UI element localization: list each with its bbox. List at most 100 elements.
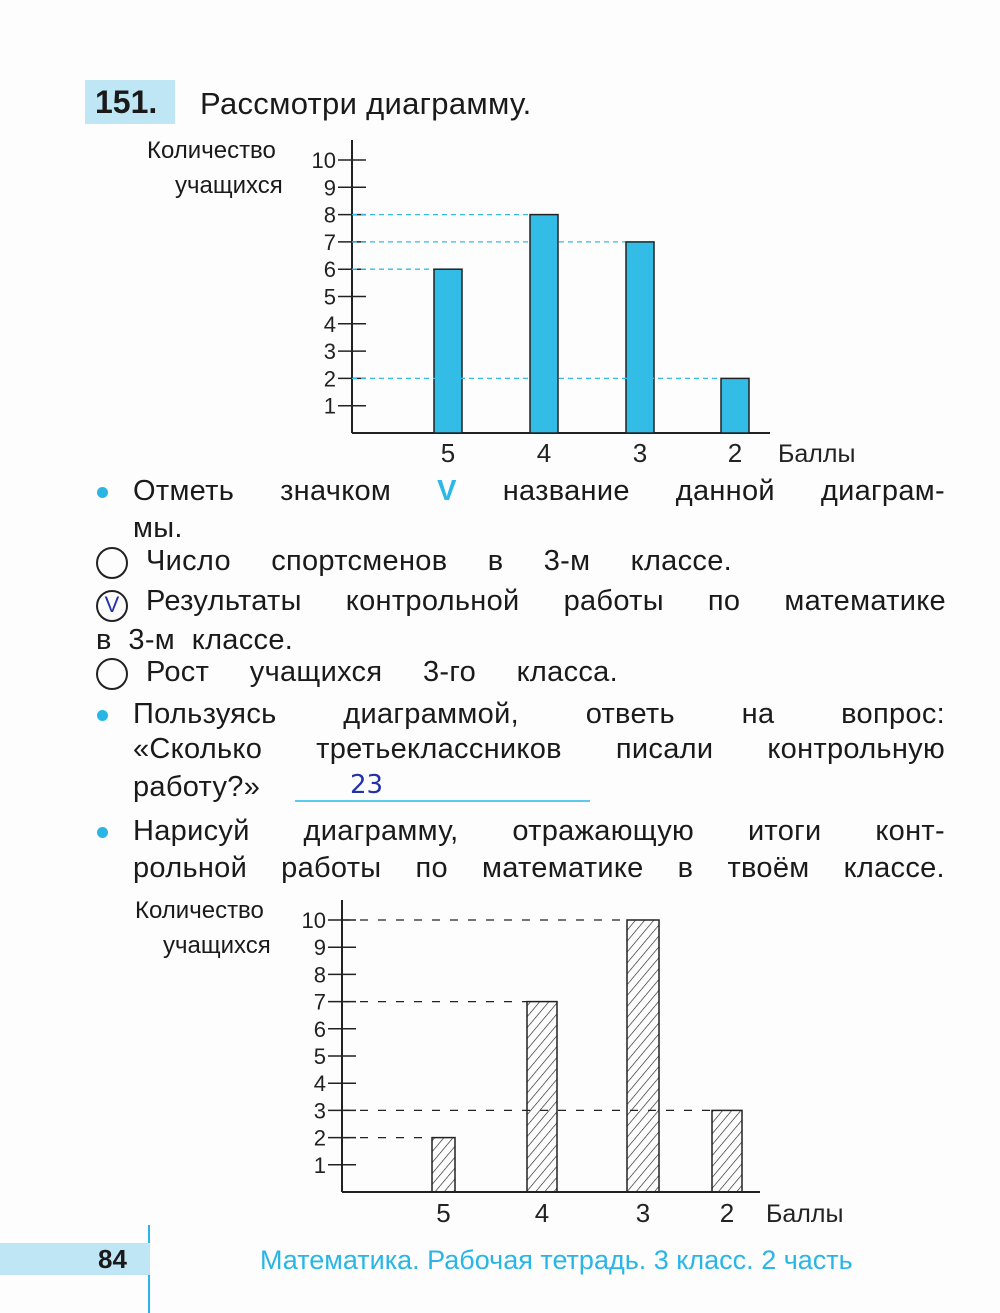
word: Число <box>146 545 231 577</box>
word: работы <box>281 852 382 884</box>
y-tick-label: 10 <box>302 908 326 933</box>
word: «Сколько <box>133 733 263 765</box>
chart2-ylabel: Количество <box>135 897 264 924</box>
word: 3-м <box>543 545 591 577</box>
option-math-results-line2: в 3-м классе. <box>96 624 294 656</box>
answer-field[interactable]: 23 <box>350 770 384 800</box>
checkmark: V <box>104 592 120 617</box>
bar-4 <box>529 213 559 434</box>
word: твоём <box>727 852 810 884</box>
bar-5 <box>431 1136 456 1193</box>
y-tick-label: 1 <box>324 394 336 419</box>
bar-5 <box>433 268 463 434</box>
bar-4 <box>526 1000 558 1193</box>
y-tick-label: 9 <box>324 175 336 200</box>
y-tick-label: 8 <box>324 203 336 228</box>
bar-3 <box>626 919 660 1193</box>
page-number: 84 <box>0 1243 150 1275</box>
y-tick-label: 2 <box>314 1126 326 1151</box>
task1-line2: мы. <box>133 512 183 544</box>
y-tick-label: 4 <box>324 312 336 337</box>
option-growth-label: Рост учащихся 3-го класса. <box>146 656 618 689</box>
option-athletes-label: Число спортсменов в 3-м классе. <box>146 545 732 578</box>
word: отражающую <box>512 815 695 847</box>
task1-line1: Отметь значком V название данной диаграм… <box>133 475 945 508</box>
word: в <box>487 545 504 577</box>
y-tick-label: 2 <box>324 366 336 391</box>
word: работы <box>563 585 664 617</box>
word: Рост <box>146 656 210 688</box>
bar-3 <box>625 241 655 434</box>
y-tick-label: 6 <box>324 257 336 282</box>
task2-line2: «Сколько третьеклассников писали контрол… <box>133 733 945 766</box>
x-tick-label: 2 <box>728 438 742 468</box>
bar-2 <box>720 377 750 434</box>
option-math-results-label: Результаты контрольной работы по математ… <box>146 585 946 618</box>
y-tick-label: 6 <box>314 1017 326 1042</box>
book-title: Математика. Рабочая тетрадь. 3 класс. 2 … <box>260 1245 853 1275</box>
word: по <box>415 852 448 884</box>
word: класса. <box>516 656 618 688</box>
y-tick-label: 7 <box>314 990 326 1015</box>
option-radio-athletes[interactable] <box>96 547 128 579</box>
y-tick-label: 7 <box>324 230 336 255</box>
task3-line1: Нарисуй диаграмму, отражающую итоги конт… <box>133 815 945 848</box>
x-tick-label: 2 <box>720 1198 734 1228</box>
word: Результаты <box>146 585 302 617</box>
word: данной <box>675 475 775 507</box>
word: классе. <box>630 545 732 577</box>
x-tick-label: 5 <box>441 438 455 468</box>
y-tick-label: 10 <box>312 148 336 173</box>
word: спортсменов <box>271 545 448 577</box>
word: контрольной <box>345 585 520 617</box>
word: диаграм- <box>820 475 945 507</box>
word: диаграмму, <box>303 815 459 847</box>
x-axis-label: Баллы <box>778 440 855 468</box>
word: математике <box>784 585 946 617</box>
bar-2 <box>711 1109 743 1193</box>
word: классе. <box>843 852 945 884</box>
y-tick-label: 3 <box>324 339 336 364</box>
word: ответь <box>585 698 675 730</box>
word: писали <box>615 733 714 765</box>
word: конт- <box>875 815 945 847</box>
answer-line <box>295 800 590 802</box>
word: итоги <box>747 815 822 847</box>
word: математике <box>482 852 644 884</box>
task2-line1: Пользуясь диаграммой, ответь на вопрос: <box>133 698 945 731</box>
bullet <box>97 487 108 498</box>
x-tick-label: 4 <box>535 1198 549 1228</box>
y-tick-label: 1 <box>314 1153 326 1178</box>
word: 3-го <box>422 656 477 688</box>
task2-line3: работу?» <box>133 771 261 803</box>
bullet <box>97 827 108 838</box>
word: Нарисуй <box>133 815 250 847</box>
exercise-title: Рассмотри диаграмму. <box>200 86 532 121</box>
chart2-ylabel-2: учащихся <box>163 932 271 959</box>
word: по <box>707 585 741 617</box>
word: Отметь <box>133 475 235 507</box>
x-tick-label: 4 <box>537 438 551 468</box>
chart1-ylabel-2: учащихся <box>175 172 283 199</box>
option-radio-growth[interactable] <box>96 658 128 690</box>
word: значком <box>280 475 392 507</box>
bullet <box>97 710 108 721</box>
word: вопрос: <box>841 698 945 730</box>
y-tick-label: 9 <box>314 935 326 960</box>
x-tick-label: 5 <box>436 1198 450 1228</box>
y-tick-label: 8 <box>314 962 326 987</box>
y-tick-label: 5 <box>314 1044 326 1069</box>
word: на <box>741 698 775 730</box>
x-tick-label: 3 <box>636 1198 650 1228</box>
word: третьеклассников <box>316 733 562 765</box>
word: контрольную <box>767 733 945 765</box>
y-tick-label: 5 <box>324 285 336 310</box>
x-tick-label: 3 <box>633 438 647 468</box>
option-radio-math-results[interactable]: V <box>96 590 128 622</box>
y-tick-label: 4 <box>314 1071 326 1096</box>
word: диаграммой, <box>343 698 519 730</box>
x-axis-label: Баллы <box>766 1200 843 1228</box>
